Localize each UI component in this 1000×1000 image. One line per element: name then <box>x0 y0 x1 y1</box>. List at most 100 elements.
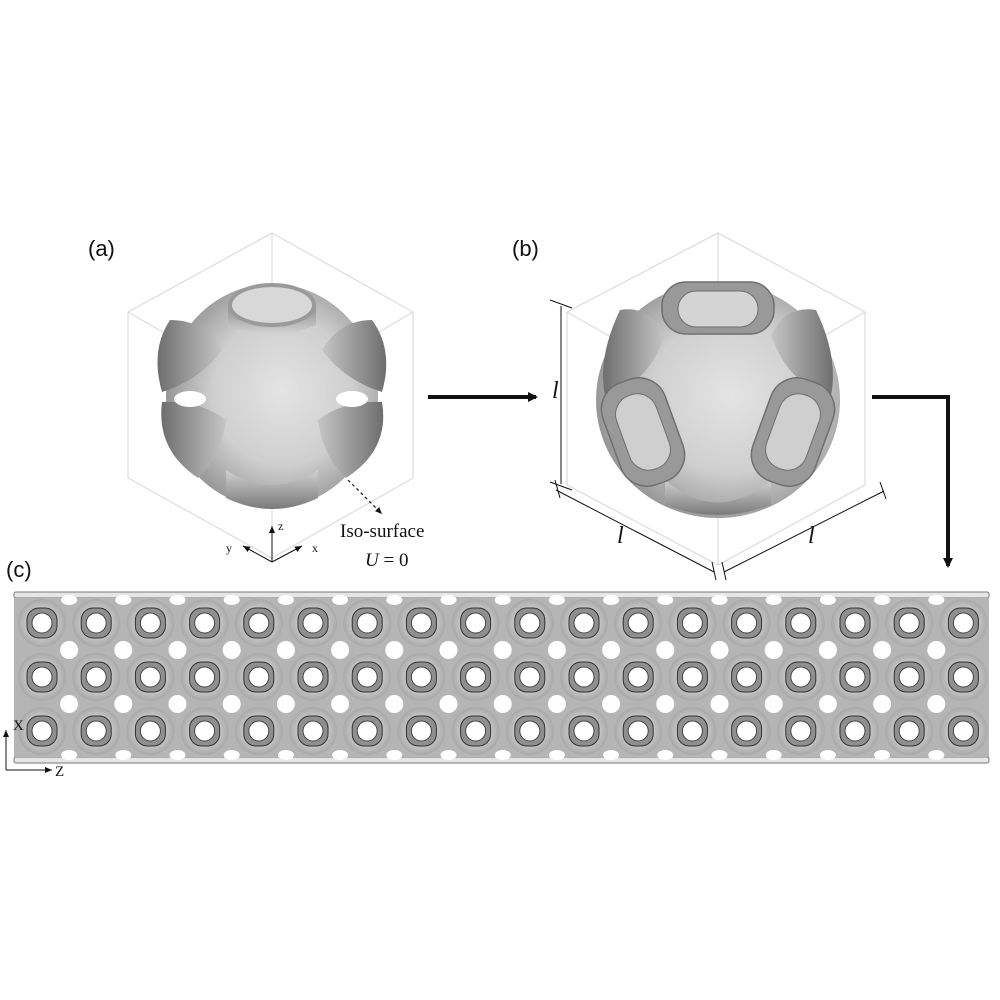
lattice-hole <box>410 612 432 634</box>
dimension-vertical: l <box>549 299 573 491</box>
lattice-pore <box>222 695 241 713</box>
lattice-edge-pore <box>440 750 457 760</box>
lattice-pore <box>547 641 566 659</box>
lattice-hole <box>410 666 432 688</box>
lattice-pore <box>331 695 350 713</box>
lattice-pore <box>602 641 621 659</box>
lattice-pore <box>927 641 946 659</box>
panel-b: (b) <box>512 232 887 581</box>
lattice-hole <box>681 666 703 688</box>
lattice-hole <box>465 720 487 742</box>
lattice-hole <box>465 612 487 634</box>
lattice-edge-pore <box>223 750 240 760</box>
lattice-pore <box>710 641 729 659</box>
thickened-schwarz-p-b <box>596 281 840 518</box>
lattice-pore <box>873 695 892 713</box>
axis-triad-a: z y x <box>226 519 318 563</box>
dim-label-right: l <box>808 523 815 549</box>
lattice-edge-pore <box>928 595 945 605</box>
lattice-edge-pore <box>277 750 294 760</box>
lattice-hole <box>519 720 541 742</box>
lattice-edge-pore <box>657 750 674 760</box>
lattice-pore <box>656 641 675 659</box>
lattice-hole <box>681 720 703 742</box>
lattice-pore <box>276 641 295 659</box>
lattice-hole <box>356 612 378 634</box>
lattice-pore <box>818 641 837 659</box>
lattice-edge-pore <box>386 595 403 605</box>
lattice-pore <box>114 641 133 659</box>
lattice-edge-pore <box>548 595 565 605</box>
lattice-edge-pore <box>332 595 349 605</box>
lattice-edge-pore <box>711 595 728 605</box>
lattice-hole <box>31 666 53 688</box>
lattice-edge-pore <box>115 595 132 605</box>
axis-label-y: y <box>226 541 232 555</box>
annotation-equation: U = 0 <box>365 550 408 571</box>
equation-variable: U <box>365 550 380 571</box>
lattice-edge-pore <box>61 595 78 605</box>
lattice-pore <box>114 695 133 713</box>
lattice-pore <box>331 641 350 659</box>
lattice-edge-pore <box>603 595 620 605</box>
lattice-hole <box>302 666 324 688</box>
dim-label-left: l <box>617 523 624 549</box>
lattice-hole <box>139 666 161 688</box>
lattice-hole <box>952 666 974 688</box>
lattice-edge-pore <box>765 750 782 760</box>
lattice-hole <box>31 612 53 634</box>
iso-surface-pointer <box>347 479 383 515</box>
lattice-pore <box>60 695 79 713</box>
lattice-pore <box>493 695 512 713</box>
lattice-edge-pore <box>494 595 511 605</box>
lattice-hole <box>627 612 649 634</box>
lattice-hole <box>573 666 595 688</box>
lattice-core <box>14 598 989 757</box>
arrow-b-to-c <box>872 395 953 568</box>
dimension-right-bottom: l <box>721 481 887 581</box>
lattice-hole <box>790 612 812 634</box>
schwarz-p-surface-a <box>157 283 387 509</box>
lattice-hole <box>248 720 270 742</box>
lattice-edge-pore <box>819 595 836 605</box>
equation-rest: = 0 <box>379 550 409 571</box>
lattice-hole <box>519 612 541 634</box>
axis-label-z-c: Z <box>55 764 64 780</box>
lattice-edge-pore <box>277 595 294 605</box>
lattice-hole <box>194 666 216 688</box>
lattice-edge-pore <box>928 750 945 760</box>
panel-a: (a) Iso-surface <box>88 232 424 571</box>
lattice-edge-pore <box>223 595 240 605</box>
lattice-hole <box>356 720 378 742</box>
lattice-hole <box>139 612 161 634</box>
lattice-edge-pore <box>657 595 674 605</box>
lattice-hole <box>898 720 920 742</box>
lattice-pore <box>493 641 512 659</box>
lattice-hole <box>681 612 703 634</box>
lattice-pore <box>656 695 675 713</box>
lattice-hole <box>519 666 541 688</box>
panel-c: (c) X Z <box>3 557 990 780</box>
lattice-pore <box>547 695 566 713</box>
lattice-edge-pore <box>765 595 782 605</box>
lattice-hole <box>790 666 812 688</box>
lattice-pore <box>385 695 404 713</box>
lattice-hole <box>844 666 866 688</box>
lattice-hole <box>85 720 107 742</box>
lattice-hole <box>790 720 812 742</box>
lattice-pore <box>818 695 837 713</box>
lattice-hole <box>31 720 53 742</box>
lattice-pore <box>764 695 783 713</box>
axis-label-x-c: X <box>13 718 24 734</box>
lattice-edge-pore <box>494 750 511 760</box>
lattice-pore <box>439 695 458 713</box>
lattice-pore <box>276 695 295 713</box>
lattice-edge-pore <box>61 750 78 760</box>
lattice-hole <box>736 720 758 742</box>
lattice-hole <box>952 612 974 634</box>
lattice-edge-pore <box>819 750 836 760</box>
lattice-edge-pore <box>874 750 891 760</box>
lattice-hole <box>844 720 866 742</box>
lattice-hole <box>248 666 270 688</box>
lattice-hole <box>248 612 270 634</box>
